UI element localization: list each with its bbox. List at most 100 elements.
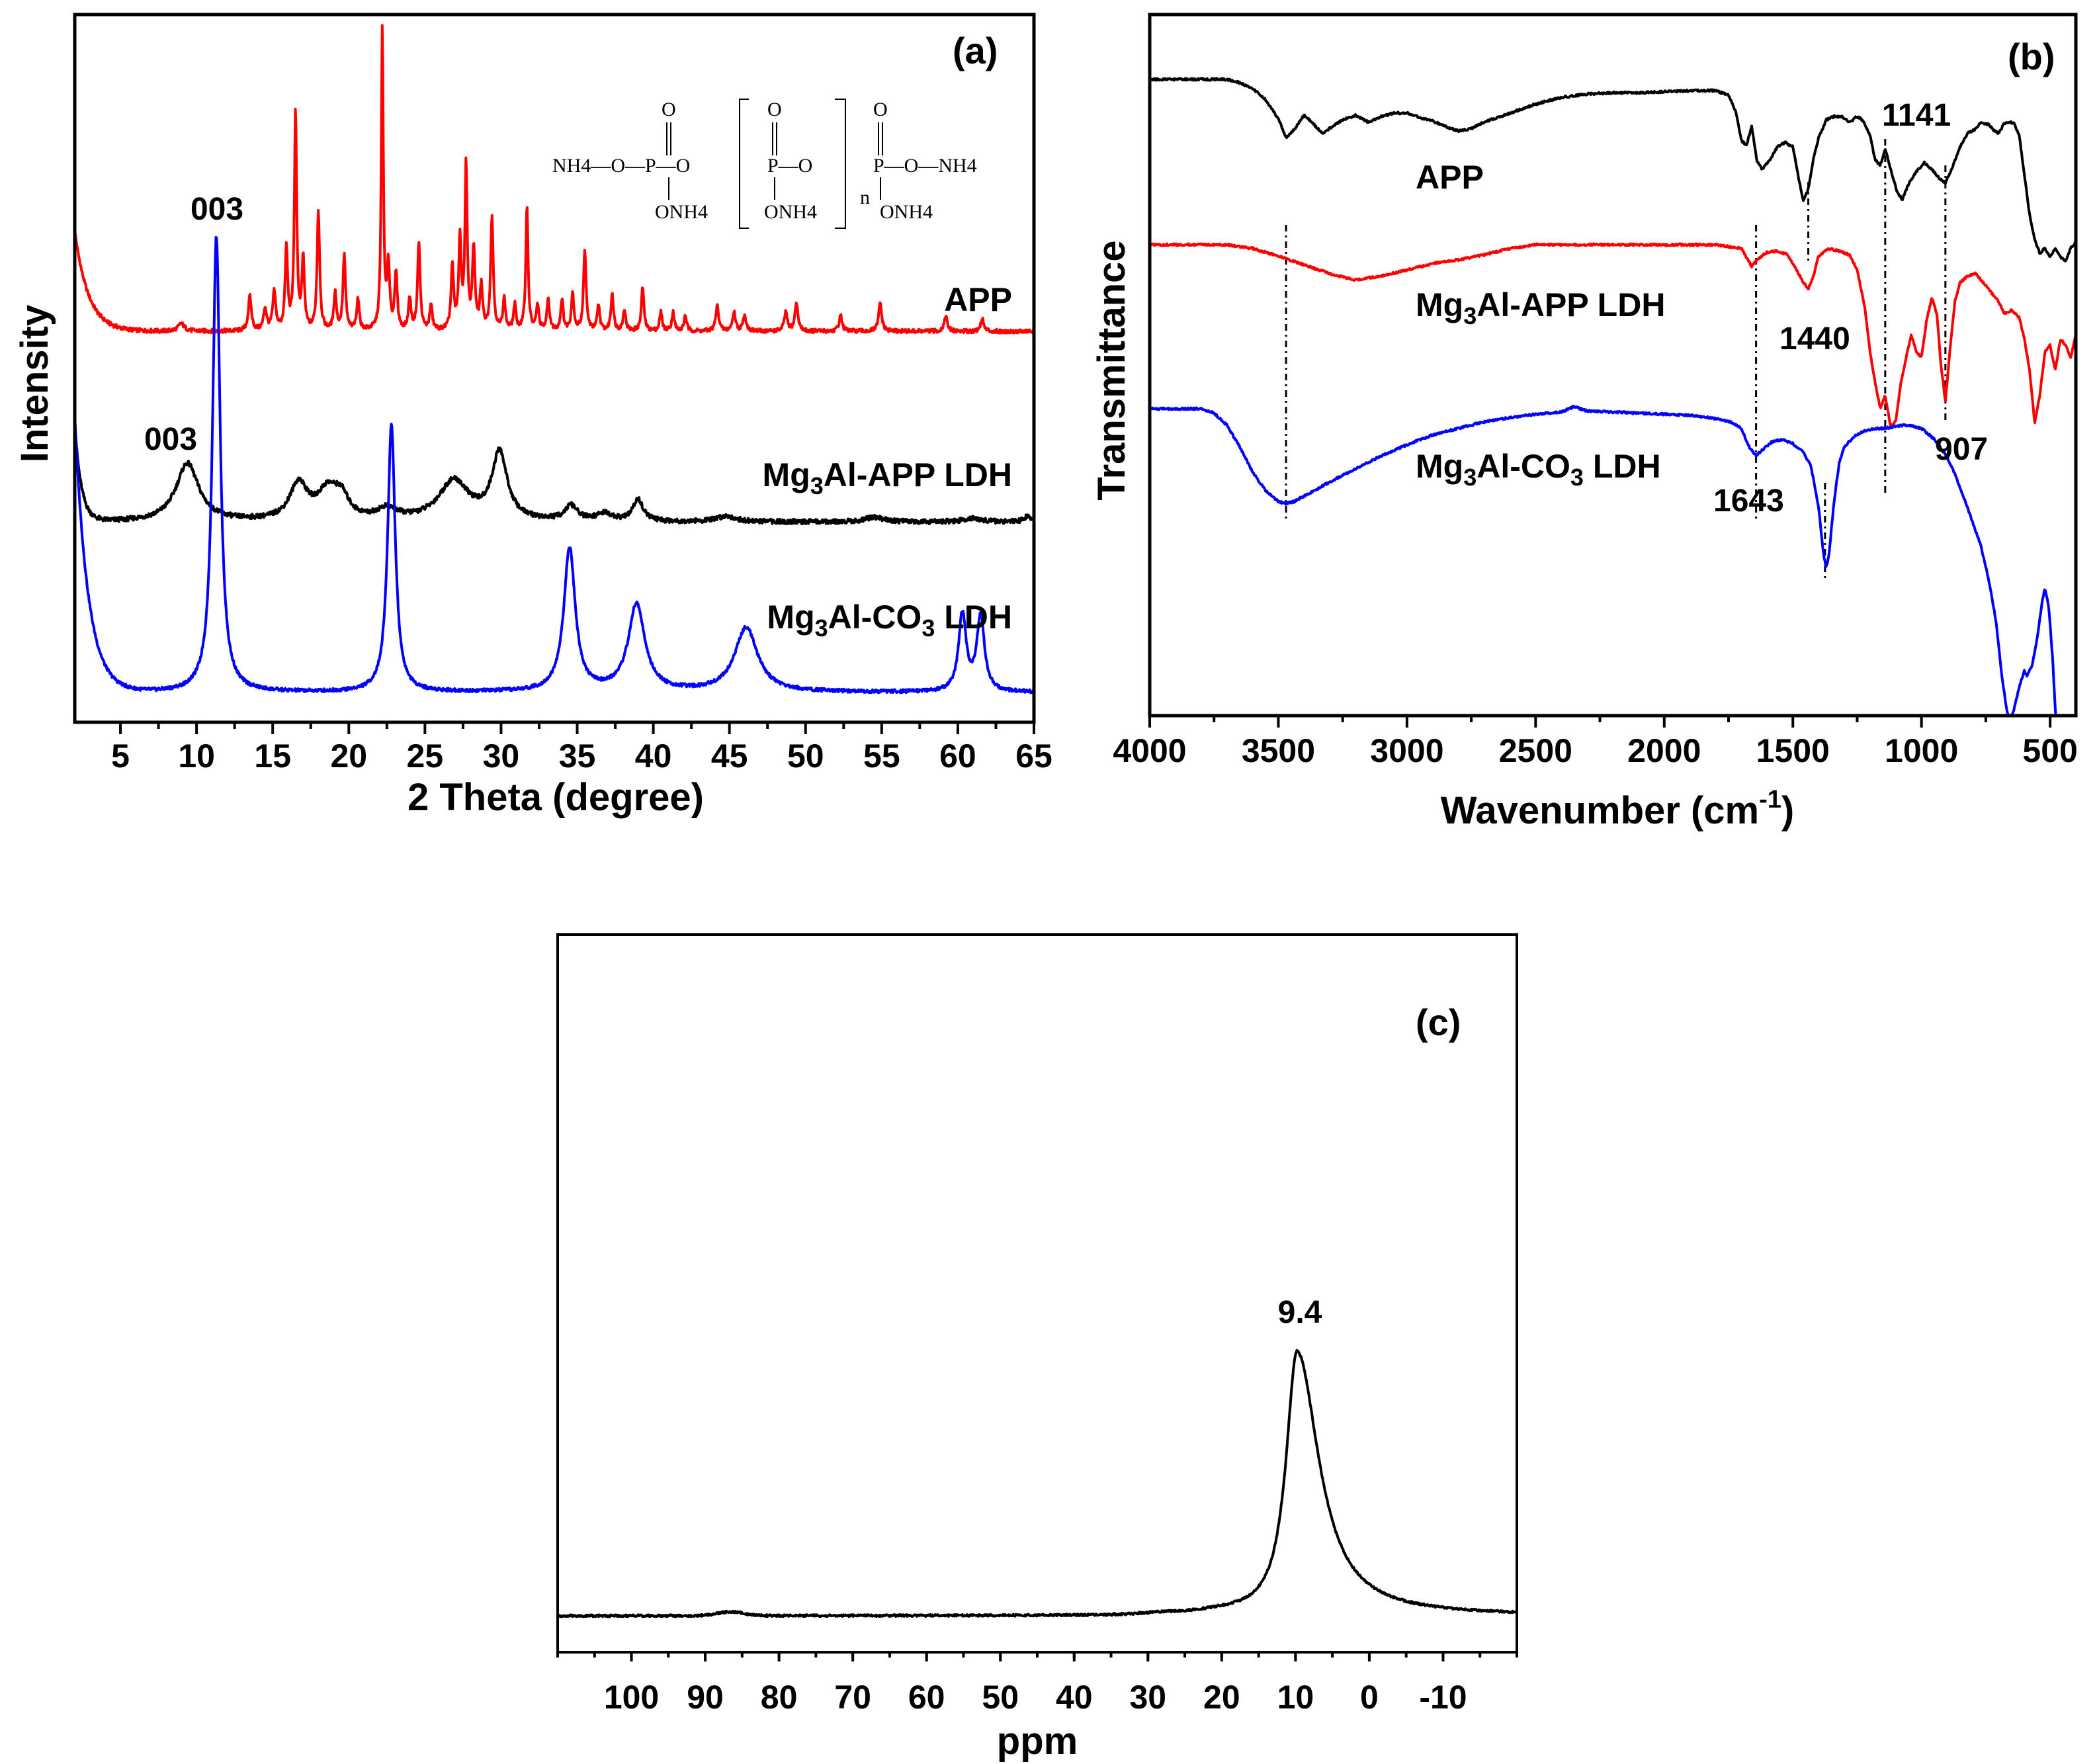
label-part: Mg — [1416, 286, 1463, 323]
label-part: Al-APP LDH — [1477, 286, 1665, 323]
series-label-mg3al-co3-ldh: Mg3Al-CO3 LDH — [767, 599, 1012, 642]
label-part: Mg — [1416, 448, 1463, 485]
x-tick-label-a: 40 — [635, 737, 672, 775]
series-line-mg3al-co3-ldh-ftir — [1148, 405, 2067, 717]
x-tick-label-a: 5 — [111, 737, 130, 775]
series-line-mg3al-app-ldh — [73, 425, 1035, 525]
y-axis-label-a: Intensity — [13, 305, 56, 463]
repeat-bracket-left — [739, 99, 749, 229]
x-tick-label-c: 30 — [1129, 1679, 1166, 1716]
x-axis-label-c: ppm — [997, 1720, 1078, 1763]
x-tick-label-a: 10 — [178, 737, 215, 775]
structure-top-atom: O — [662, 99, 676, 120]
label-subscript: 3 — [1570, 464, 1584, 491]
peak-annotation-1643: 1643 — [1713, 483, 1784, 519]
series-line-mg3al-co3-ldh — [73, 235, 1035, 694]
x-tick-label-c: 80 — [761, 1679, 798, 1716]
panel-a: 5 10 15 20 25 30 35 40 45 50 55 60 65 (a) 2 Theta (d… — [13, 13, 1052, 819]
repeat-bracket-right — [835, 99, 846, 229]
series-line-mg3al-app-ldh-ftir — [1148, 242, 2077, 428]
peak-annotation-003-co3: 003 — [191, 192, 243, 227]
y-axis-label-b: Transmittance — [1090, 240, 1133, 500]
panel-c: 100 90 80 70 60 50 40 30 20 10 0 -10 (c) ppm 9.4 — [556, 933, 1518, 1763]
label-part: Al-APP LDH — [824, 456, 1012, 493]
structure-top-atom: O — [873, 99, 888, 120]
x-tick-label-a: 20 — [330, 737, 367, 775]
series-line-app-ftir — [1149, 77, 2077, 263]
x-tick-label-a: 45 — [711, 737, 748, 775]
peak-annotation-1440: 1440 — [1779, 321, 1850, 357]
series-label-mg3al-co3-ldh-ftir: Mg3Al-CO3 LDH — [1416, 448, 1661, 491]
structure-right-group: P—O—NH4 — [873, 155, 977, 177]
panel-b: 4000 3500 3000 2500 2000 1500 1000 500 (b) Wave… — [1090, 13, 2078, 832]
x-tick-label-c: 50 — [982, 1679, 1019, 1716]
label-part: Al-CO — [1477, 448, 1570, 485]
x-tick-label-b: 2500 — [1499, 732, 1572, 769]
structure-bottom-group: ONH4 — [880, 201, 933, 223]
x-tick-label-a: 25 — [407, 737, 444, 775]
x-tick-label-b: 1500 — [1756, 732, 1830, 769]
label-part: Wavenumber (cm — [1441, 789, 1759, 832]
label-subscript: 3 — [810, 472, 824, 499]
series-line-nmr — [556, 1349, 1518, 1618]
x-axis-a: 5 10 15 20 25 30 35 40 45 50 55 60 65 — [111, 722, 1052, 775]
structure-bonds — [666, 99, 883, 229]
panel-label-c: (c) — [1416, 1001, 1461, 1043]
label-part: Mg — [767, 599, 814, 636]
peak-annotation-9-4: 9.4 — [1278, 1295, 1322, 1330]
x-tick-label-a: 15 — [254, 737, 291, 775]
x-tick-label-b: 3500 — [1242, 732, 1315, 769]
label-subscript: 3 — [1463, 302, 1477, 329]
panel-label-a: (a) — [953, 30, 998, 71]
inset-structure: NH4—O—P—O P—O P—O—NH4 O O O ONH4 ONH4 ON… — [552, 99, 977, 229]
label-subscript: 3 — [815, 614, 828, 642]
series-label-app: APP — [944, 281, 1012, 318]
x-tick-label-a: 55 — [863, 737, 900, 775]
label-subscript: 3 — [921, 614, 935, 642]
series-label-app-ftir: APP — [1416, 159, 1484, 196]
label-subscript: 3 — [1463, 464, 1477, 491]
structure-repeat-index: n — [860, 187, 870, 208]
x-tick-label-a: 30 — [483, 737, 520, 775]
x-tick-label-b: 500 — [2022, 732, 2077, 769]
x-tick-label-c: 10 — [1277, 1679, 1314, 1716]
peak-annotation-907: 907 — [1935, 432, 1988, 467]
structure-middle-group: P—O — [767, 155, 812, 177]
label-superscript: -1 — [1759, 786, 1781, 814]
structure-bottom-group: ONH4 — [655, 201, 708, 223]
x-tick-label-a: 35 — [559, 737, 596, 775]
x-axis-c: 100 90 80 70 60 50 40 30 20 10 0 -10 — [556, 1652, 1518, 1716]
reference-lines-b — [1285, 139, 1947, 582]
x-tick-label-a: 60 — [939, 737, 976, 775]
x-axis-b: 4000 3500 3000 2500 2000 1500 1000 500 — [1113, 716, 2078, 769]
x-tick-label-c: 40 — [1056, 1679, 1093, 1716]
peak-annotation-003-app: 003 — [144, 422, 197, 457]
x-tick-label-a: 50 — [787, 737, 824, 775]
plot-frame-c — [556, 933, 1518, 1654]
x-tick-label-c: 60 — [908, 1679, 945, 1716]
structure-left-group: NH4—O—P—O — [552, 155, 690, 177]
panel-label-b: (b) — [2008, 36, 2055, 77]
plot-frame-a — [73, 13, 1036, 724]
x-tick-label-c: 20 — [1203, 1679, 1240, 1716]
plot-frame-b — [1148, 13, 2078, 718]
label-part: LDH — [935, 599, 1012, 636]
structure-bottom-group: ONH4 — [764, 201, 817, 223]
series-line-app — [73, 24, 1035, 335]
x-tick-label-b: 4000 — [1113, 732, 1186, 769]
x-tick-label-c: -10 — [1419, 1679, 1467, 1716]
x-axis-label-a: 2 Theta (degree) — [407, 776, 704, 819]
structure-top-atom: O — [767, 99, 782, 120]
label-part: Mg — [763, 456, 810, 493]
x-tick-label-a: 65 — [1015, 737, 1052, 775]
label-part: ) — [1781, 789, 1794, 832]
x-axis-label-b: Wavenumber (cm-1) — [1441, 786, 1794, 832]
x-tick-label-b: 3000 — [1370, 732, 1443, 769]
x-tick-label-c: 90 — [687, 1679, 724, 1716]
label-part: LDH — [1584, 448, 1661, 485]
peak-annotation-1141: 1141 — [1882, 98, 1951, 133]
x-tick-label-c: 100 — [604, 1679, 659, 1716]
label-part: Al-CO — [828, 599, 922, 636]
series-label-mg3al-app-ldh-ftir: Mg3Al-APP LDH — [1416, 286, 1665, 329]
